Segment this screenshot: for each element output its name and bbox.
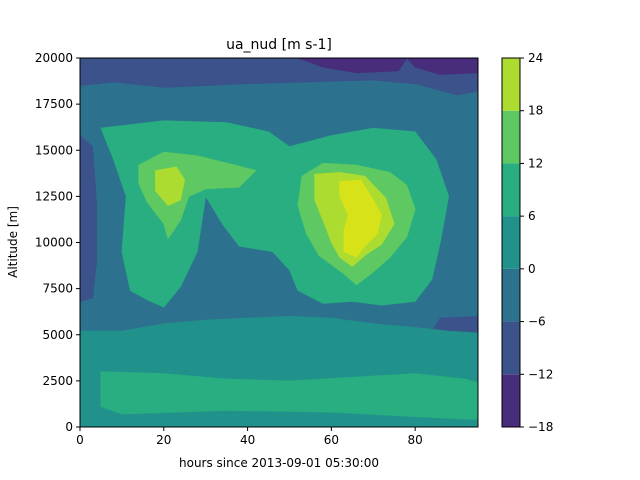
colorbar-ticks: −18 −12 −6 0 6 12 18 24 bbox=[520, 51, 553, 434]
x-tick-label: 40 bbox=[240, 433, 255, 447]
x-tick-label: 80 bbox=[408, 433, 423, 447]
colorbar-segment bbox=[502, 216, 520, 269]
y-tick-label: 5000 bbox=[42, 328, 73, 342]
x-axis-label: hours since 2013-09-01 05:30:00 bbox=[179, 456, 379, 470]
colorbar-tick-label: 6 bbox=[528, 209, 536, 223]
colorbar-tick-label: −12 bbox=[528, 367, 553, 381]
x-tick-label: 0 bbox=[76, 433, 84, 447]
colorbar-segment bbox=[502, 163, 520, 217]
colorbar-segment bbox=[502, 374, 520, 427]
colorbar-tick-label: 18 bbox=[528, 104, 543, 118]
y-tick-label: 10000 bbox=[35, 236, 73, 250]
y-tick-label: 20000 bbox=[35, 51, 73, 65]
colorbar-segment bbox=[502, 268, 520, 322]
y-tick-label: 2500 bbox=[42, 374, 73, 388]
colorbar-tick-label: 12 bbox=[528, 156, 543, 170]
y-tick-label: 7500 bbox=[42, 282, 73, 296]
colorbar-segment bbox=[502, 58, 520, 111]
y-tick-label: 0 bbox=[65, 420, 73, 434]
contour-region-10 bbox=[155, 166, 186, 206]
colorbar-tick-label: −18 bbox=[528, 420, 553, 434]
colorbar-tick-label: −6 bbox=[528, 315, 546, 329]
colorbar-segment bbox=[502, 110, 520, 164]
colorbar-tick-label: 0 bbox=[528, 262, 536, 276]
contour-region-12 bbox=[339, 179, 382, 258]
colorbar bbox=[502, 58, 520, 427]
chart-title: ua_nud [m s-1] bbox=[226, 37, 332, 53]
plot-area bbox=[79, 57, 479, 428]
x-axis: 0 20 40 60 80 bbox=[76, 427, 423, 447]
colorbar-frame bbox=[501, 57, 521, 428]
colorbar-segment bbox=[502, 321, 520, 375]
colorbar-tick-label: 24 bbox=[528, 51, 543, 65]
y-tick-label: 12500 bbox=[35, 189, 73, 203]
y-axis: 0 2500 5000 7500 10000 12500 15000 17500 20000 bbox=[35, 51, 80, 434]
y-axis-label: Altitude [m] bbox=[6, 206, 20, 278]
x-tick-label: 60 bbox=[324, 433, 339, 447]
y-tick-label: 15000 bbox=[35, 143, 73, 157]
y-tick-label: 17500 bbox=[35, 97, 73, 111]
x-tick-label: 20 bbox=[156, 433, 171, 447]
